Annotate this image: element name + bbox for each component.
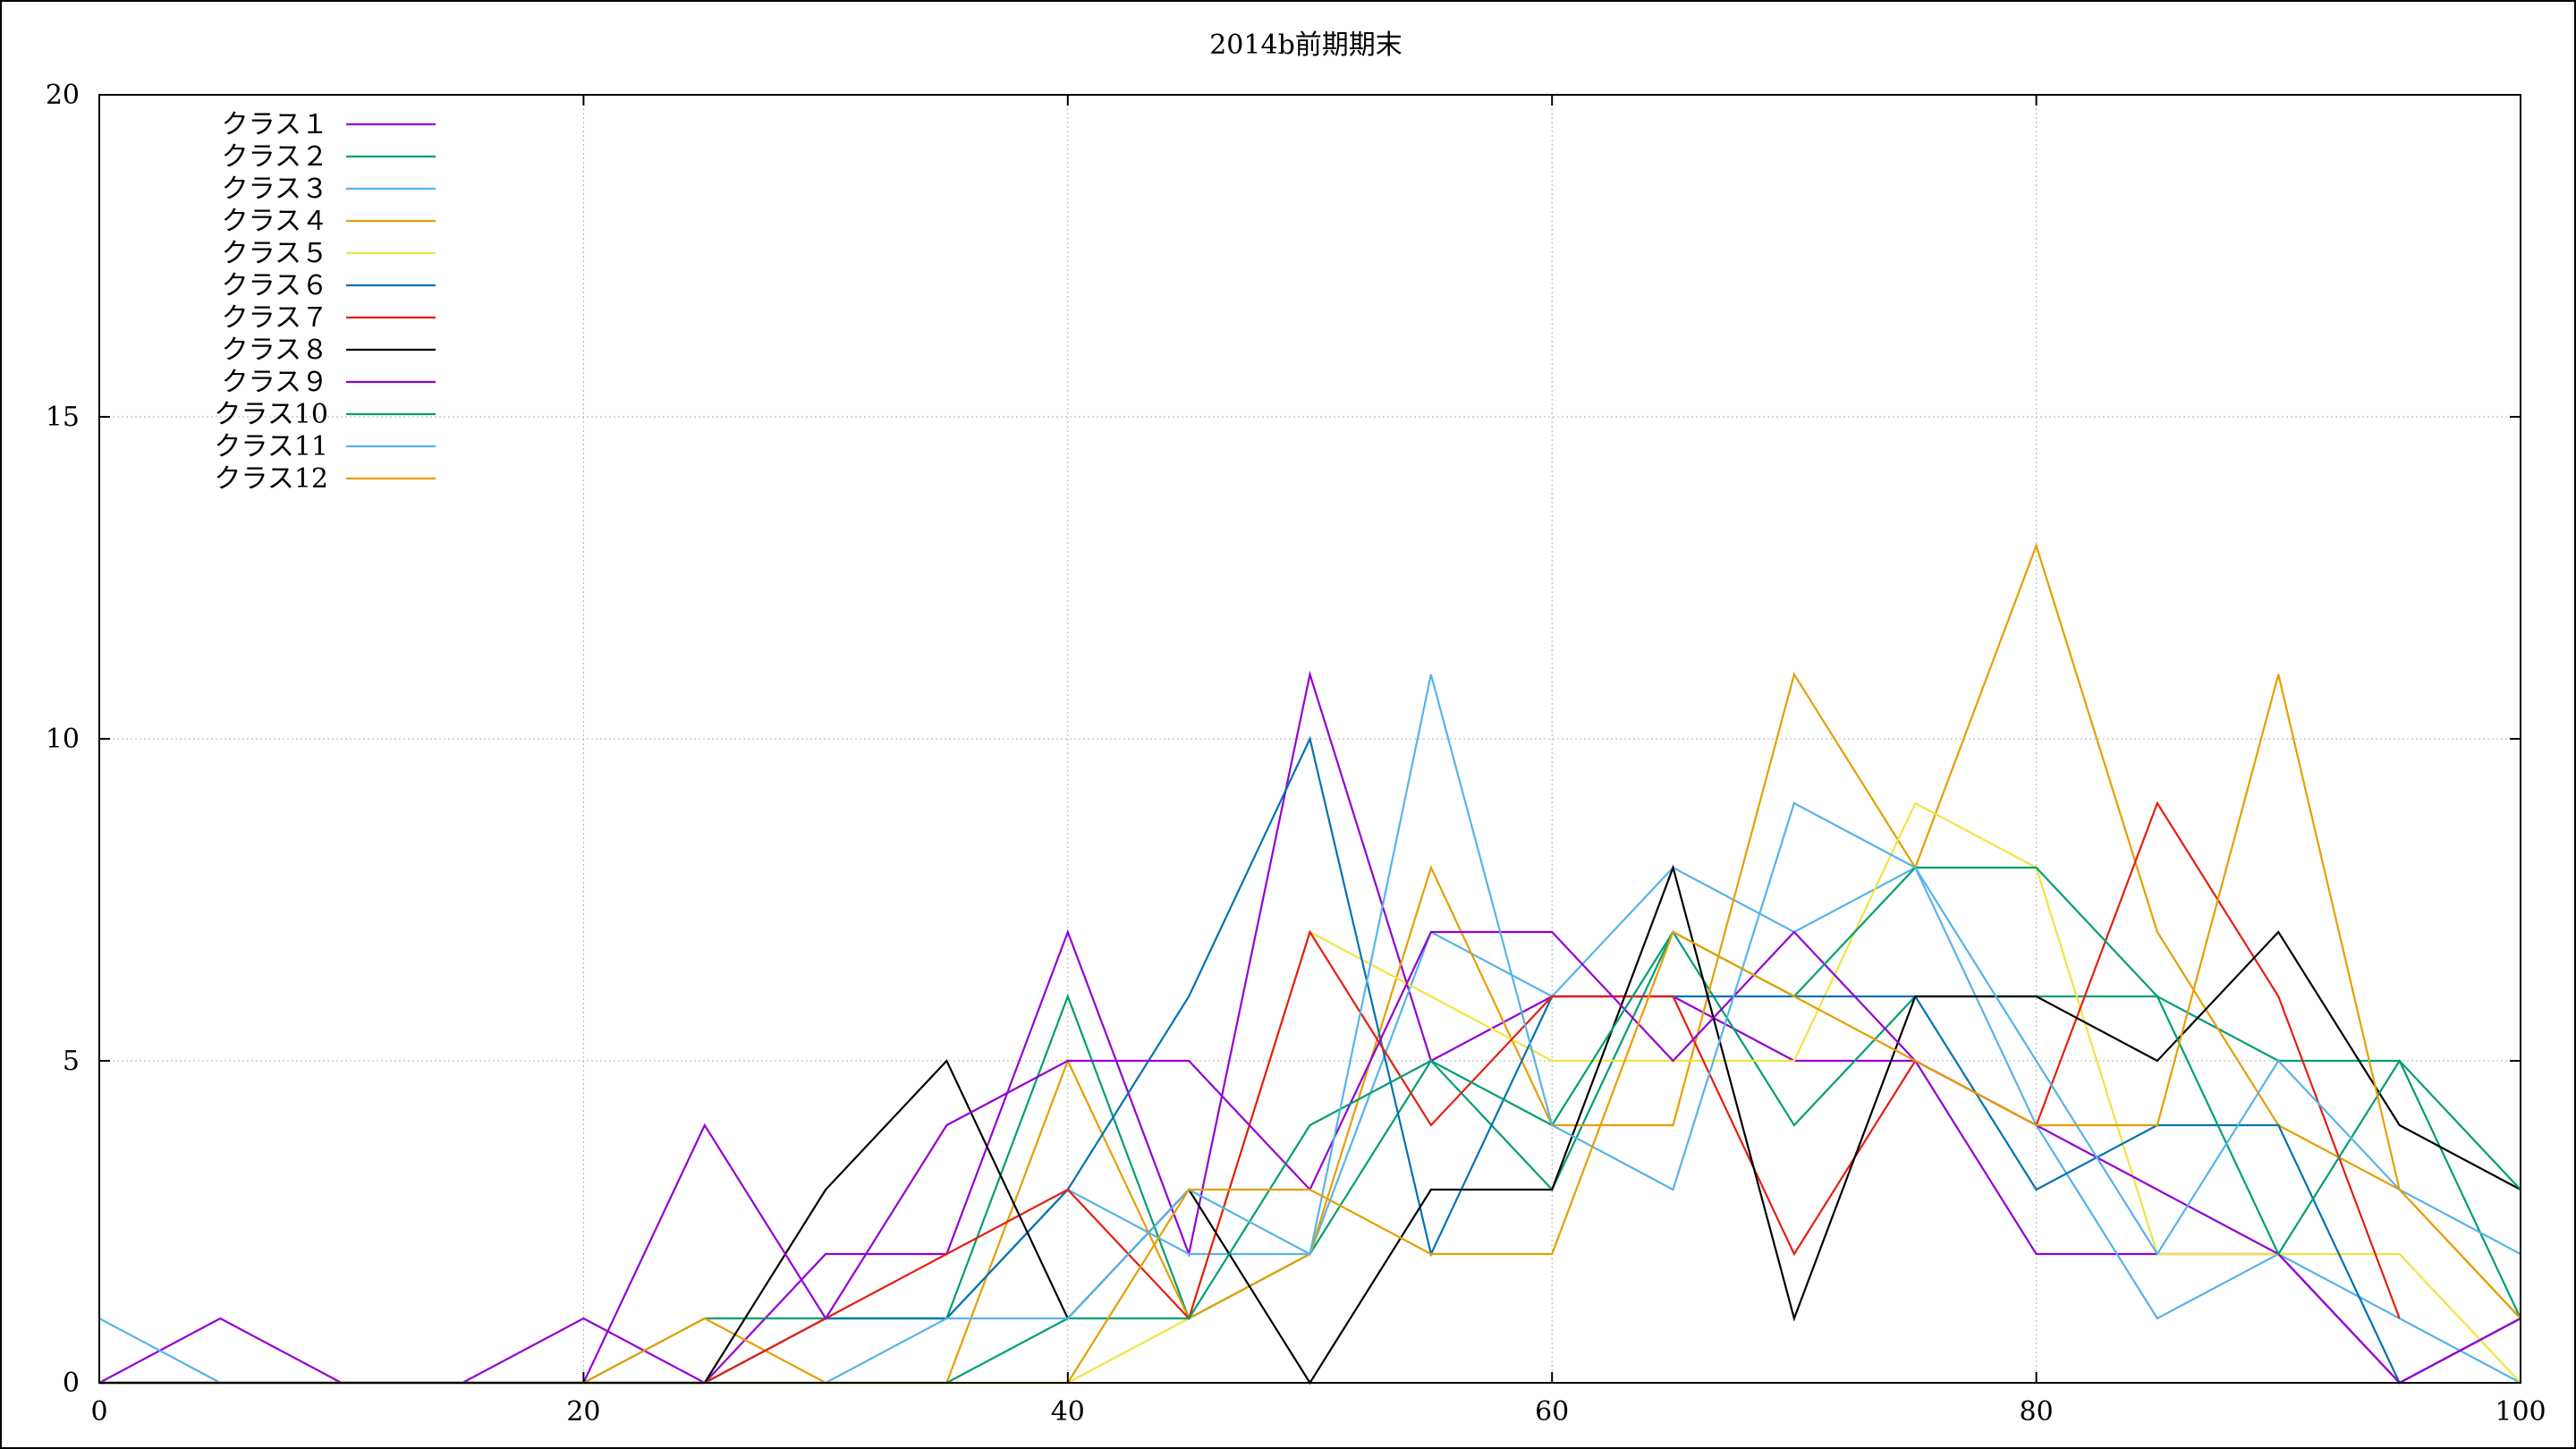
x-tick-label: 100 xyxy=(2495,1396,2546,1428)
legend-label: クラス７ xyxy=(222,302,328,334)
x-tick-label: 40 xyxy=(1051,1396,1085,1428)
y-tick-label: 0 xyxy=(63,1368,80,1399)
axis-ticks: 0 20 40 60 80 100 0 5 10 15 20 xyxy=(46,80,2546,1428)
y-tick-label: 20 xyxy=(46,80,80,111)
y-tick-label: 15 xyxy=(46,402,80,433)
x-tick-label: 20 xyxy=(566,1396,600,1428)
legend-label: クラス10 xyxy=(214,399,328,430)
legend-label: クラス１ xyxy=(222,109,328,140)
chart-title: 2014b前期期末 xyxy=(1209,30,1402,61)
x-tick-label: 60 xyxy=(1535,1396,1569,1428)
legend-label: クラス11 xyxy=(214,431,328,462)
legend: クラス１クラス２クラス３クラス４クラス５クラス６クラス７クラス８クラス９クラス1… xyxy=(214,109,436,495)
legend-label: クラス12 xyxy=(214,463,328,495)
grid xyxy=(99,95,2521,1383)
legend-label: クラス８ xyxy=(222,335,328,366)
legend-label: クラス５ xyxy=(222,238,328,269)
y-tick-label: 10 xyxy=(46,724,80,755)
legend-label: クラス２ xyxy=(222,141,328,173)
legend-label: クラス９ xyxy=(222,367,328,398)
x-tick-label: 80 xyxy=(2020,1396,2054,1428)
legend-label: クラス３ xyxy=(222,174,328,205)
legend-label: クラス６ xyxy=(222,270,328,301)
y-tick-label: 5 xyxy=(63,1046,80,1077)
x-tick-label: 0 xyxy=(90,1396,107,1428)
legend-label: クラス４ xyxy=(222,206,328,237)
